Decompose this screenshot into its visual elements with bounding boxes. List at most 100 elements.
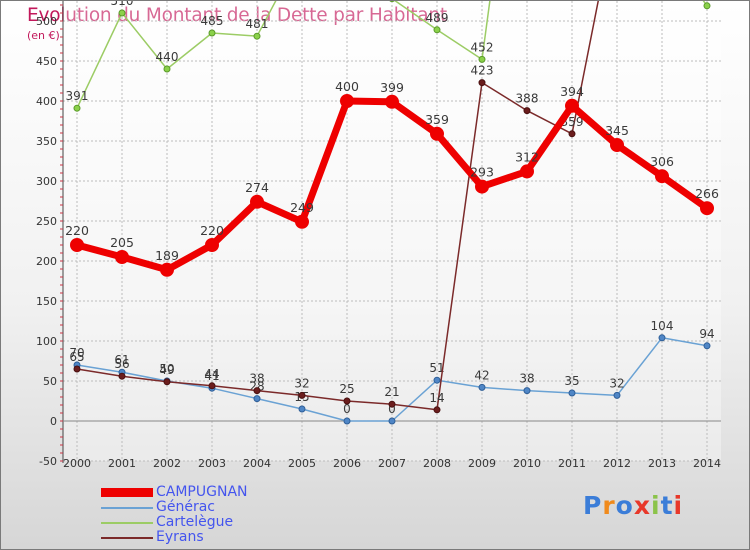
legend-item-eyrans: Eyrans: [101, 529, 321, 545]
legend-item-cartelegue: Cartelègue: [101, 514, 321, 530]
data-point-campugnan: [655, 169, 669, 184]
data-label-campugnan: 400: [335, 79, 359, 94]
x-tick-label: 2005: [288, 457, 316, 470]
data-point-campugnan: [340, 94, 354, 108]
data-label-cartelegue: 452: [471, 40, 494, 54]
data-point-cartelegue: [703, 2, 711, 10]
series-line-cartelegue: [76, 1, 708, 109]
data-label-cartelegue: 481: [246, 17, 269, 31]
data-point-eyrans: [523, 107, 531, 115]
data-label-eyrans: 423: [471, 64, 494, 78]
data-label-campugnan: 220: [65, 223, 89, 238]
legend-item-generac: Générac: [101, 499, 321, 515]
x-tick-label: 2008: [423, 457, 451, 470]
data-point-campugnan: [160, 262, 174, 277]
data-label-generac: 61: [114, 353, 129, 367]
logo-letter: r: [602, 491, 616, 520]
data-point-generac: [568, 389, 576, 397]
x-tick-label: 2011: [558, 457, 586, 470]
data-label-eyrans: 25: [339, 382, 354, 396]
data-label-eyrans: 44: [204, 367, 219, 381]
data-point-cartelegue: [433, 26, 441, 34]
data-point-campugnan: [295, 214, 309, 229]
data-point-generac: [388, 417, 396, 425]
data-point-generac: [298, 405, 306, 413]
data-point-eyrans: [298, 391, 306, 399]
data-label-cartelegue: 485: [201, 14, 224, 28]
data-label-campugnan: 312: [515, 149, 539, 164]
data-label-campugnan: 306: [650, 154, 674, 169]
data-point-eyrans: [568, 130, 576, 138]
y-tick-label: 50: [43, 375, 57, 388]
y-tick-label: 150: [36, 295, 57, 308]
data-point-eyrans: [478, 79, 486, 87]
data-label-eyrans: 38: [249, 372, 264, 386]
data-label-campugnan: 205: [110, 235, 134, 250]
data-point-eyrans: [73, 365, 81, 373]
data-point-generac: [658, 334, 666, 342]
data-label-generac: 41: [204, 369, 219, 383]
y-tick-label: 200: [36, 255, 57, 268]
legend-swatch: [101, 537, 153, 539]
x-tick-label: 2012: [603, 457, 631, 470]
data-point-campugnan: [520, 164, 534, 179]
data-point-generac: [433, 376, 441, 384]
data-label-generac: 0: [388, 402, 396, 416]
data-label-cartelegue: 391: [66, 89, 89, 103]
x-tick-label: 2002: [153, 457, 181, 470]
data-label-generac: 94: [699, 327, 714, 341]
data-label-generac: 38: [519, 372, 534, 386]
data-point-cartelegue: [253, 32, 261, 40]
data-point-cartelegue: [163, 65, 171, 73]
x-tick-label: 2003: [198, 457, 226, 470]
x-tick-label: 2009: [468, 457, 496, 470]
legend: CAMPUGNAN Générac Cartelègue Eyrans: [101, 484, 321, 545]
data-point-campugnan: [430, 126, 444, 141]
y-tick-label: 100: [36, 335, 57, 348]
data-point-campugnan: [250, 194, 264, 209]
data-point-campugnan: [115, 250, 129, 264]
data-label-campugnan: 399: [380, 80, 404, 95]
data-label-eyrans: 21: [384, 385, 399, 399]
data-point-campugnan: [475, 179, 489, 194]
legend-item-campugnan: CAMPUGNAN: [101, 484, 321, 500]
data-point-generac: [478, 383, 486, 391]
data-label-campugnan: 274: [245, 180, 269, 195]
data-label-campugnan: 359: [425, 112, 449, 127]
data-label-campugnan: 394: [560, 84, 584, 99]
data-label-cartelegue: 489: [426, 11, 449, 25]
data-label-eyrans: 49: [159, 363, 174, 377]
data-point-campugnan: [205, 238, 219, 252]
x-tick-label: 2001: [108, 457, 136, 470]
data-label-eyrans: 56: [114, 357, 129, 371]
legend-swatch: [101, 522, 153, 524]
legend-swatch: [101, 488, 153, 497]
legend-label: Générac: [156, 499, 215, 515]
data-label-eyrans: 32: [294, 376, 309, 390]
data-point-campugnan: [700, 201, 714, 216]
y-tick-label: 300: [36, 175, 57, 188]
data-label-cartelegue: 510: [111, 1, 134, 8]
data-point-generac: [343, 417, 351, 425]
data-point-cartelegue: [73, 104, 81, 112]
logo-letter: i: [651, 491, 661, 520]
legend-label: Eyrans: [156, 529, 204, 545]
data-label-campugnan: 266: [695, 186, 719, 201]
data-label-generac: 50: [159, 362, 174, 376]
logo-letter: i: [673, 491, 684, 520]
y-tick-label: 450: [36, 55, 57, 68]
x-tick-label: 2006: [333, 457, 361, 470]
chart-unit: (en €): [27, 29, 60, 42]
x-tick-label: 2014: [693, 457, 721, 470]
data-point-generac: [703, 342, 711, 350]
data-point-campugnan: [565, 98, 579, 113]
x-tick-label: 2000: [63, 457, 91, 470]
data-label-eyrans: 65: [69, 350, 84, 364]
logo-letter: x: [633, 491, 651, 520]
data-label-generac: 70: [69, 346, 84, 360]
data-point-eyrans: [433, 406, 441, 414]
logo-letter: t: [660, 491, 674, 520]
logo-letter: P: [583, 491, 603, 520]
